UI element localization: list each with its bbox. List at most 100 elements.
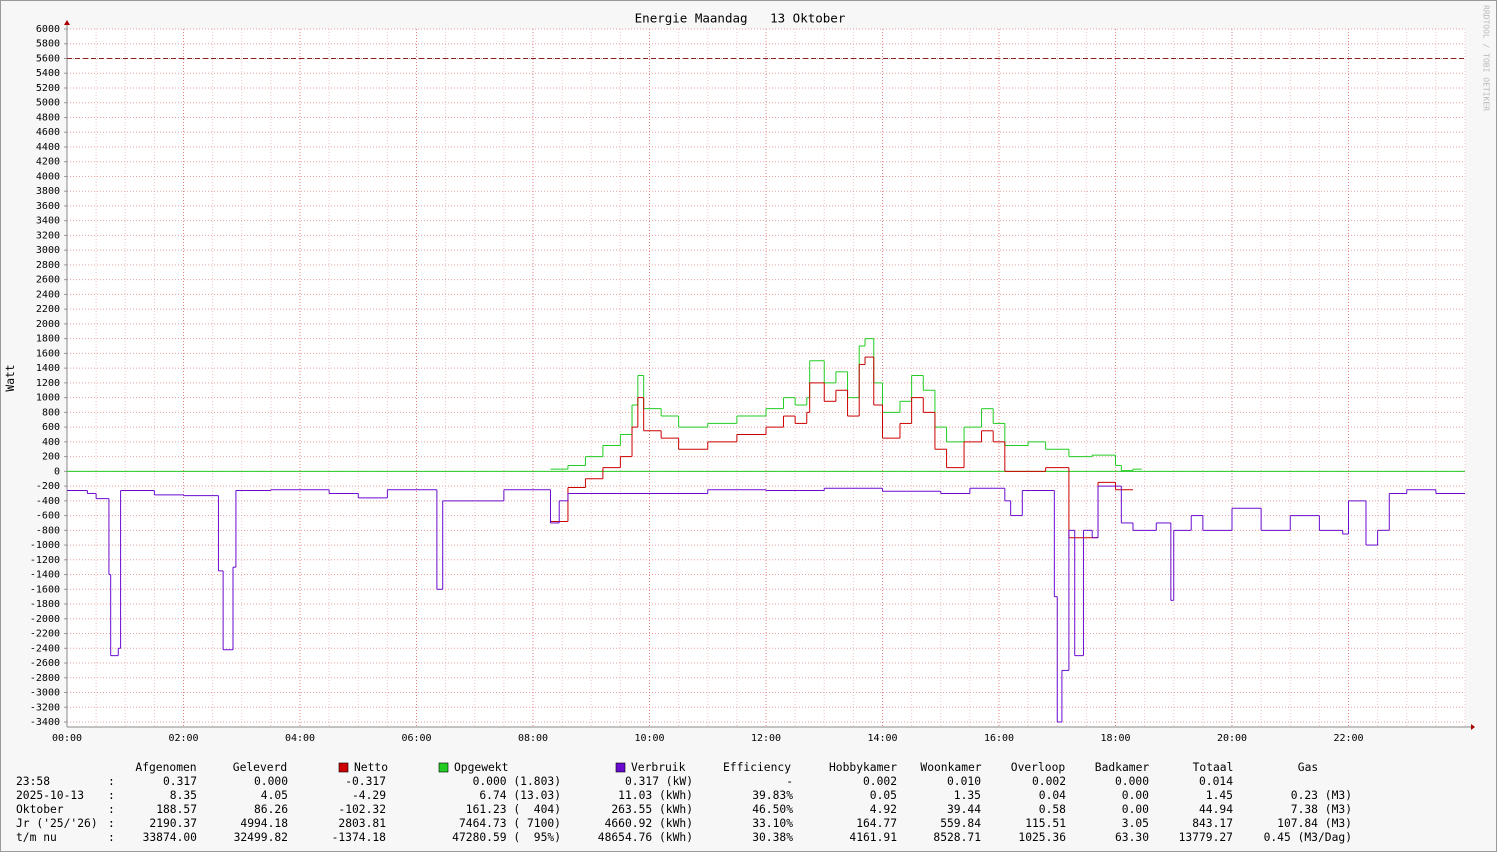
y-tick-label: 5800 (36, 39, 60, 50)
x-tick-label: 06:00 (401, 733, 431, 744)
y-tick-label: 200 (42, 452, 60, 463)
y-tick-label: 400 (42, 437, 60, 448)
cell: 13779.27 (1179, 831, 1233, 844)
cell: 0.010 (947, 775, 981, 788)
legend-label: Opgewekt (454, 761, 508, 774)
cell: 6.74 (13.03) (479, 789, 561, 802)
cell: 559.84 (940, 817, 981, 830)
y-tick-label: 1200 (36, 378, 60, 389)
x-tick-label: 02:00 (168, 733, 198, 744)
separator: : (108, 789, 115, 802)
row-label: Jr ('25/'26) (16, 817, 98, 830)
column-header: Afgenomen (135, 761, 196, 774)
separator: : (108, 817, 115, 830)
separator: : (108, 803, 115, 816)
cell: 107.84 (M3) (1277, 817, 1352, 830)
y-tick-label: 5600 (36, 53, 60, 64)
y-tick-label: -3000 (30, 688, 60, 699)
column-header: Efficiency (723, 761, 791, 774)
legend-swatch (338, 762, 349, 773)
cell: -0.317 (345, 775, 386, 788)
y-tick-label: 3200 (36, 230, 60, 241)
cell: 4.05 (261, 789, 288, 802)
cell: 7464.73 ( 7100) (459, 817, 561, 830)
cell: 263.55 (kWh) (611, 803, 693, 816)
x-tick-label: 14:00 (867, 733, 897, 744)
cell: 0.00 (1122, 803, 1149, 816)
y-tick-label: 2200 (36, 304, 60, 315)
y-tick-label: 5000 (36, 98, 60, 109)
y-tick-label: 4000 (36, 171, 60, 182)
y-tick-label: 3800 (36, 186, 60, 197)
cell: 1.45 (1206, 789, 1233, 802)
y-tick-label: 4600 (36, 127, 60, 138)
legend-label: Verbruik (631, 761, 686, 774)
cell: 30.38% (752, 831, 793, 844)
y-arrow (64, 20, 70, 25)
cell: 33.10% (752, 817, 793, 830)
column-header: Badkamer (1095, 761, 1150, 774)
y-axis-label: Watt (4, 364, 17, 391)
x-tick-label: 12:00 (751, 733, 781, 744)
cell: -102.32 (338, 803, 386, 816)
cell: 4161.91 (849, 831, 897, 844)
cell: 0.58 (1039, 803, 1066, 816)
cell: -1374.18 (332, 831, 387, 844)
column-header: Gas (1298, 761, 1318, 774)
y-tick-label: 2600 (36, 275, 60, 286)
cell: -4.29 (352, 789, 386, 802)
y-tick-label: 3000 (36, 245, 60, 256)
cell: 188.57 (156, 803, 197, 816)
cell: 7.38 (M3) (1291, 803, 1352, 816)
separator: : (108, 775, 115, 788)
legend-swatch (438, 762, 449, 773)
y-tick-label: -1000 (30, 540, 60, 551)
cell: 44.94 (1199, 803, 1233, 816)
cell: 0.000 (254, 775, 288, 788)
row-label: t/m nu (16, 831, 57, 844)
row-label: Oktober (16, 803, 64, 816)
cell: 48654.76 (kWh) (598, 831, 693, 844)
y-tick-label: -1200 (30, 555, 60, 566)
cell: 843.17 (1192, 817, 1233, 830)
cell: 39.44 (947, 803, 981, 816)
cell: 0.04 (1039, 789, 1066, 802)
y-tick-label: 1800 (36, 334, 60, 345)
x-tick-label: 16:00 (984, 733, 1014, 744)
y-tick-label: 2000 (36, 319, 60, 330)
x-tick-label: 04:00 (285, 733, 315, 744)
cell: 4.92 (870, 803, 897, 816)
y-tick-label: -1400 (30, 570, 60, 581)
y-tick-label: -3400 (30, 717, 60, 728)
row-label: 23:58 (16, 775, 50, 788)
x-tick-label: 18:00 (1100, 733, 1130, 744)
y-tick-label: 1000 (36, 393, 60, 404)
cell: 2803.81 (338, 817, 386, 830)
cell: 0.317 (163, 775, 197, 788)
y-tick-label: 1600 (36, 348, 60, 359)
y-tick-label: -2000 (30, 614, 60, 625)
cell: 8528.71 (933, 831, 981, 844)
y-tick-label: -2600 (30, 658, 60, 669)
y-tick-label: 3400 (36, 216, 60, 227)
y-tick-label: -400 (36, 496, 60, 507)
cell: 63.30 (1115, 831, 1149, 844)
cell: 0.014 (1199, 775, 1233, 788)
y-tick-label: 4400 (36, 142, 60, 153)
column-header: Overloop (1011, 761, 1066, 774)
cell: 161.23 ( 404) (466, 803, 561, 816)
cell: 3.05 (1122, 817, 1149, 830)
cell: 32499.82 (234, 831, 288, 844)
cell: 8.35 (170, 789, 197, 802)
cell: 1025.36 (1018, 831, 1066, 844)
cell: 0.000 (1115, 775, 1149, 788)
cell: 33874.00 (143, 831, 198, 844)
x-tick-label: 10:00 (634, 733, 664, 744)
x-tick-label: 00:00 (52, 733, 82, 744)
cell: 86.26 (254, 803, 288, 816)
y-tick-label: 5400 (36, 68, 60, 79)
legend-label: Netto (354, 761, 388, 774)
y-tick-label: 3600 (36, 201, 60, 212)
